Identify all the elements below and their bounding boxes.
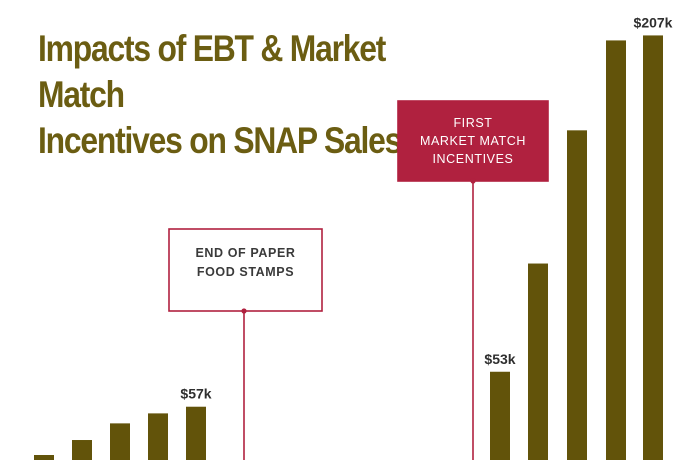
annotation-box-1 xyxy=(168,228,323,312)
bar-g1-3 xyxy=(110,423,130,460)
annotation-text-1-1: END OF PAPER xyxy=(195,246,295,260)
annotation-box-2 xyxy=(397,100,549,182)
bar-g1-2 xyxy=(72,440,92,460)
bar-g2-4 xyxy=(606,40,626,460)
value-label-g2-5: $207k xyxy=(634,14,673,30)
bar-g2-3 xyxy=(567,130,587,460)
bar-g1-1 xyxy=(34,455,54,460)
annotation-dot-1 xyxy=(241,308,247,314)
annotation-text-1-2: FOOD STAMPS xyxy=(197,265,294,279)
annotation-text-2-2: MARKET MATCH xyxy=(420,134,526,148)
annotation-text-2-1: FIRST xyxy=(453,116,492,130)
value-label-g2-1: $53k xyxy=(484,351,515,367)
bar-g2-1 xyxy=(490,371,510,460)
value-label-g1-5: $57k xyxy=(180,386,211,402)
annotation-text-2-3: INCENTIVES xyxy=(432,152,513,166)
bar-g2-5 xyxy=(643,35,663,460)
bar-g2-2 xyxy=(528,263,548,460)
chart-title-line-1: Impacts of EBT & Market Match xyxy=(38,28,386,115)
chart-title: Impacts of EBT & Market Match Incentives… xyxy=(38,26,408,164)
bar-g1-5 xyxy=(186,406,206,460)
bar-g1-4 xyxy=(148,413,168,460)
chart-title-line-2: Incentives on SNAP Sales xyxy=(38,120,402,161)
annotation-dot-2 xyxy=(470,178,476,184)
